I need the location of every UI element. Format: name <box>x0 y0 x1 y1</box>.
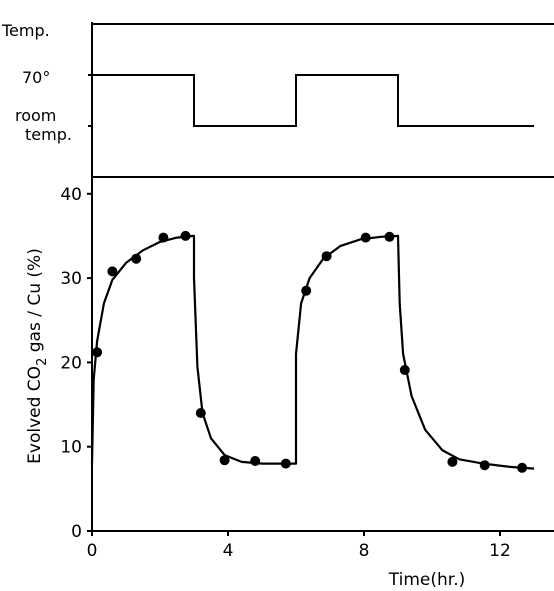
data-point <box>360 232 371 243</box>
data-point <box>195 408 206 418</box>
data-point <box>92 347 103 358</box>
x-ticks: 0 4 8 12 <box>87 531 511 561</box>
y-tick-label: 20 <box>60 353 82 373</box>
x-axis-label: Time(hr.) <box>388 570 465 590</box>
data-points <box>92 230 528 473</box>
data-point <box>250 456 261 466</box>
temperature-panel: Temp. 70° room temp. <box>1 21 554 177</box>
temp-axis-label: Temp. <box>1 21 50 40</box>
data-point <box>131 253 142 264</box>
x-tick-label: 8 <box>359 541 370 561</box>
y-tick-label: 0 <box>71 522 82 542</box>
data-point <box>301 285 312 296</box>
y-tick-label: 10 <box>60 438 82 458</box>
data-point <box>219 455 230 466</box>
data-point <box>280 458 291 469</box>
data-point <box>321 251 332 262</box>
x-tick-label: 12 <box>489 541 511 561</box>
co2-panel: 0 10 20 30 40 0 4 8 12 Evolved CO2 gas / Cu (%)… <box>25 177 554 590</box>
data-point <box>517 462 528 473</box>
temp-level-label-high: 70° <box>22 68 50 87</box>
data-point <box>384 231 395 242</box>
fit-curve <box>90 234 535 470</box>
temp-level-label-low-line1: room <box>15 106 56 125</box>
temperature-step-line <box>92 74 534 127</box>
data-point <box>399 365 410 375</box>
y-axis-label: Evolved CO2 gas / Cu (%) <box>25 248 50 464</box>
y-tick-label: 40 <box>60 185 82 205</box>
data-point <box>479 460 490 471</box>
y-tick-label: 30 <box>60 269 82 289</box>
data-point <box>107 266 118 277</box>
x-tick-label: 0 <box>87 541 98 561</box>
data-point <box>447 456 458 467</box>
y-ticks: 0 10 20 30 40 <box>60 185 92 542</box>
data-point <box>180 230 191 241</box>
temp-level-label-low-line2: temp. <box>25 125 72 144</box>
data-point <box>158 232 169 243</box>
x-tick-label: 4 <box>223 541 234 561</box>
